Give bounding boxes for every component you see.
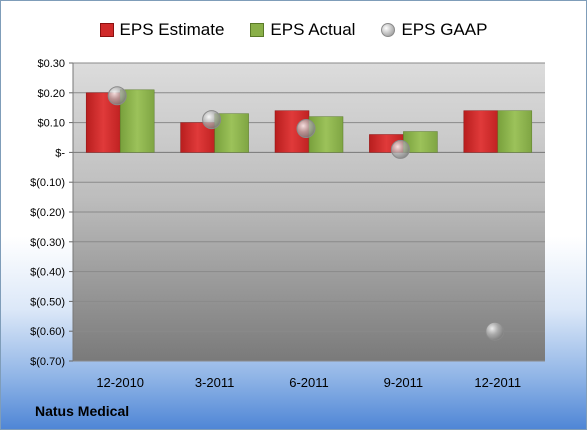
y-tick-label: $(0.30)	[30, 237, 65, 249]
y-tick-label: $(0.40)	[30, 267, 65, 279]
y-tick-label: $-	[55, 147, 65, 159]
bar-eps-actual	[497, 110, 533, 153]
point-eps-gaap	[485, 321, 505, 341]
legend-label-gaap: EPS GAAP	[401, 20, 488, 39]
point-eps-gaap	[107, 86, 127, 106]
y-tick-label: $0.30	[37, 58, 65, 70]
legend-item-gaap: EPS GAAP	[381, 17, 487, 43]
legend-label-estimate: EPS Estimate	[119, 20, 225, 39]
x-tick-label: 12-2010	[96, 375, 144, 390]
legend-label-actual: EPS Actual	[270, 20, 356, 39]
legend-swatch-estimate	[99, 23, 114, 37]
bar-eps-actual	[119, 89, 155, 153]
point-eps-gaap	[296, 119, 316, 139]
point-eps-gaap	[390, 139, 410, 159]
legend: EPS Estimate EPS Actual EPS GAAP	[1, 17, 586, 43]
x-tick-label: 9-2011	[384, 375, 424, 390]
company-name: Natus Medical	[35, 403, 130, 419]
x-tick-label: 3-2011	[195, 375, 235, 390]
x-tick-label: 6-2011	[289, 375, 329, 390]
y-tick-label: $(0.70)	[30, 356, 65, 368]
y-tick-label: $(0.50)	[30, 296, 65, 308]
legend-swatch-gaap	[381, 23, 396, 37]
y-tick-label: $(0.60)	[30, 326, 65, 338]
legend-item-estimate: EPS Estimate	[99, 17, 225, 43]
bar-eps-actual	[308, 116, 344, 153]
y-tick-label: $0.20	[37, 88, 65, 100]
legend-item-actual: EPS Actual	[250, 17, 355, 43]
legend-swatch-actual	[250, 23, 265, 37]
point-eps-gaap	[202, 110, 222, 130]
y-tick-label: $(0.10)	[30, 177, 65, 189]
y-tick-label: $(0.20)	[30, 207, 65, 219]
bar-eps-estimate	[463, 110, 499, 153]
x-tick-label: 12-2011	[474, 375, 521, 390]
y-tick-label: $0.10	[37, 118, 65, 130]
